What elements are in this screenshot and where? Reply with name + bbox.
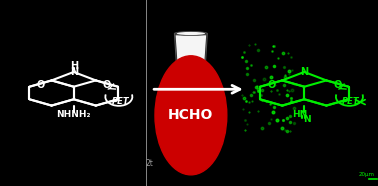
Text: O: O bbox=[102, 80, 111, 90]
Text: PET: PET bbox=[112, 97, 129, 106]
Text: NHNH₂: NHNH₂ bbox=[56, 110, 91, 119]
Text: O: O bbox=[37, 80, 45, 90]
Text: 20μm: 20μm bbox=[358, 172, 374, 177]
Text: O: O bbox=[267, 80, 276, 90]
Text: H: H bbox=[70, 61, 78, 71]
Text: HN: HN bbox=[292, 110, 307, 118]
Text: N: N bbox=[70, 67, 78, 77]
Ellipse shape bbox=[174, 31, 208, 36]
Text: N: N bbox=[300, 67, 308, 77]
Text: O: O bbox=[333, 80, 341, 90]
Polygon shape bbox=[175, 35, 206, 76]
Polygon shape bbox=[174, 33, 207, 78]
Ellipse shape bbox=[177, 32, 205, 35]
Ellipse shape bbox=[155, 56, 227, 175]
Text: PET: PET bbox=[342, 97, 360, 106]
Text: N: N bbox=[303, 115, 311, 124]
Text: 2t: 2t bbox=[146, 159, 153, 168]
Text: HCHO: HCHO bbox=[168, 108, 214, 122]
